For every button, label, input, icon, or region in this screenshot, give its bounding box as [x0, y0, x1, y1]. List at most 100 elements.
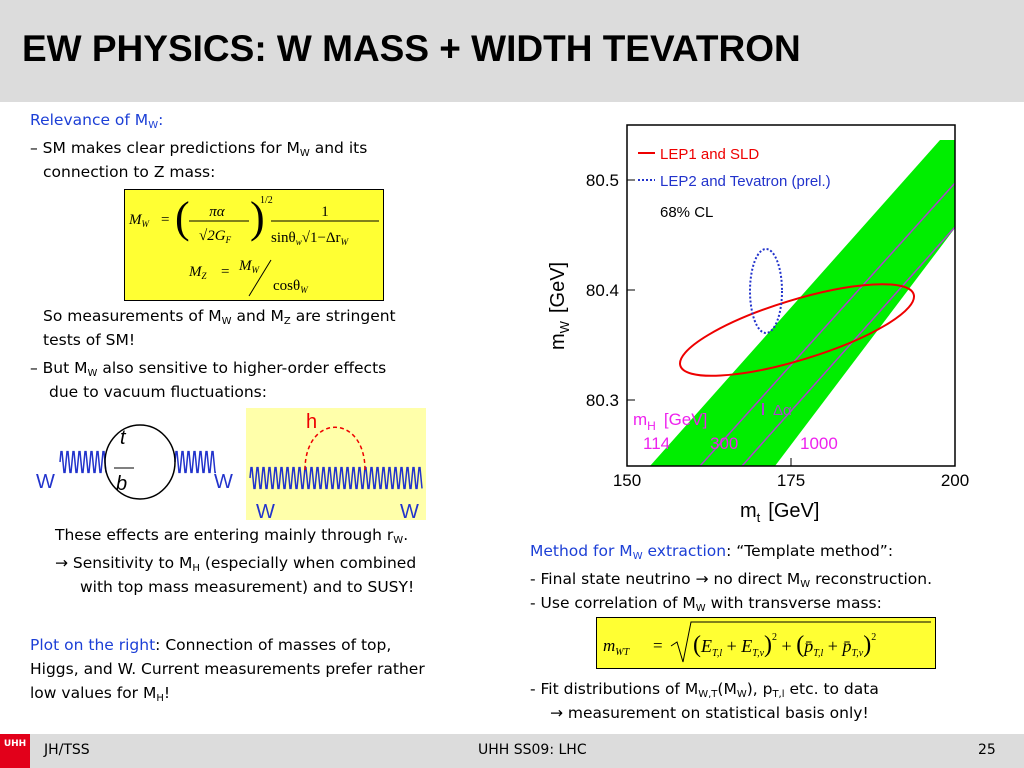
text: are stringent: [290, 307, 396, 325]
text: due to vacuum fluctuations:: [49, 383, 267, 401]
text: +: [722, 636, 741, 656]
text: - Final state neutrino → no direct M: [530, 570, 801, 588]
footer-author: JH/TSS: [44, 742, 90, 758]
text: low values for M: [30, 684, 157, 702]
text: !: [163, 684, 171, 702]
higgs-value: 1000: [800, 434, 838, 453]
text: These effects are entering mainly throug…: [55, 526, 394, 544]
text: w: [296, 237, 302, 247]
text: F: [225, 235, 232, 245]
text: M: [128, 212, 143, 228]
svg-text:sinθw√1−ΔrW: sinθw√1−ΔrW: [271, 230, 350, 247]
text-line: - Use correlation of MW with transverse …: [530, 591, 882, 621]
text: p̄: [802, 636, 813, 656]
text-line: Plot on the right: Connection of masses …: [30, 633, 391, 657]
text-line: due to vacuum fluctuations:: [49, 380, 267, 404]
text: So measurements of M: [43, 307, 222, 325]
text: M: [238, 258, 253, 274]
text: (: [693, 632, 701, 658]
text-line: – SM makes clear predictions for MW and …: [30, 136, 367, 166]
x-tick-label: 150: [613, 471, 641, 490]
text: extraction: [642, 542, 727, 560]
svg-text:(: (: [175, 193, 190, 242]
text: :: [158, 111, 164, 129]
text: T,ν: [851, 648, 863, 659]
subscript: W: [736, 689, 747, 700]
text: connection to Z mass:: [43, 163, 216, 181]
text: M: [188, 264, 203, 280]
green-band: [650, 140, 955, 466]
feynman-diagrams: t b W W h W W: [36, 408, 426, 523]
text-line: → Sensitivity to MH (especially when com…: [55, 551, 416, 581]
text: W: [252, 265, 261, 275]
text: √2G: [199, 228, 226, 244]
text: – SM makes clear predictions for M: [30, 139, 300, 157]
text: etc. to data: [784, 680, 879, 698]
subscript: T,l: [772, 689, 785, 700]
subscript: W: [393, 535, 404, 546]
subscript: Z: [283, 316, 291, 327]
page-number: 25: [978, 742, 996, 758]
formula: mWT = (ET,l + ET,ν)2 + (p̄T,l + p̄T,ν)2: [603, 621, 931, 663]
text: m: [603, 636, 615, 655]
svg-text:√2GF: √2GF: [199, 228, 232, 245]
text: W: [341, 237, 350, 247]
text: h: [306, 411, 317, 433]
formula-box: mWT = (ET,l + ET,ν)2 + (p̄T,l + p̄T,ν)2: [596, 617, 936, 669]
text: W: [300, 285, 309, 295]
text-line: These effects are entering mainly throug…: [55, 523, 408, 553]
footer-bar: [0, 734, 1024, 768]
text: cosθ: [273, 278, 300, 294]
subscript: H: [192, 563, 200, 574]
label-part: H: [647, 419, 656, 433]
text: ): [863, 632, 871, 658]
x-tick-label: 200: [941, 471, 969, 490]
text: W: [256, 501, 275, 523]
text: W: [36, 471, 55, 493]
text: → Sensitivity to M: [55, 554, 193, 572]
formula-box: MW = ( ) πα √2GF 1/2 1 sinθw√1−ΔrW MZ = …: [124, 189, 384, 301]
text: also sensitive to higher-order effects: [97, 359, 387, 377]
text: t: [120, 427, 127, 449]
svg-text:MW: MW: [128, 212, 151, 229]
text: b: [116, 473, 127, 495]
text: p̄: [840, 636, 851, 656]
svg-text:MZ: MZ: [188, 264, 208, 281]
subscript: H: [156, 693, 164, 704]
legend-label: LEP2 and Tevatron (prel.): [660, 173, 831, 190]
higgs-line: [699, 182, 956, 467]
tevatron-contour: [749, 248, 783, 334]
subscript: W: [299, 148, 310, 159]
label-part: [GeV]: [768, 500, 819, 522]
label-part: m: [547, 333, 569, 350]
y-axis-label: mW [GeV]: [547, 262, 572, 350]
footer-course: UHH SS09: LHC: [478, 742, 587, 758]
text: ): [764, 632, 772, 658]
text-line: Higgs, and W. Current measurements prefe…: [30, 657, 425, 681]
label-part: W: [557, 320, 572, 333]
text: sinθ: [271, 230, 296, 246]
delta-alpha: Δα: [773, 402, 792, 419]
text: 1/2: [260, 195, 273, 206]
text: T,ν: [752, 648, 764, 659]
text: T,l: [712, 648, 722, 659]
text: Relevance of M: [30, 111, 149, 129]
higgs-value: 300: [710, 434, 738, 453]
subscript: W: [221, 316, 232, 327]
text: Higgs, and W. Current measurements prefe…: [30, 660, 425, 678]
text: W: [214, 471, 233, 493]
higgs-value: 114: [643, 434, 670, 453]
text: WT: [615, 647, 630, 658]
text-line: low values for MH!: [30, 681, 170, 711]
text: (: [796, 632, 804, 658]
text-line: → measurement on statistical basis only!: [550, 701, 869, 725]
text: Plot on the right: [30, 636, 156, 654]
text: 1: [321, 204, 329, 220]
text: E: [700, 636, 712, 656]
text-line: - Fit distributions of MW,T(MW), pT,l et…: [530, 677, 879, 707]
y-tick-label: 80.3: [586, 391, 619, 410]
text: T,l: [813, 648, 823, 659]
y-tick-label: 80.5: [586, 171, 619, 190]
text-line: with top mass measurement) and to SUSY!: [80, 575, 414, 599]
